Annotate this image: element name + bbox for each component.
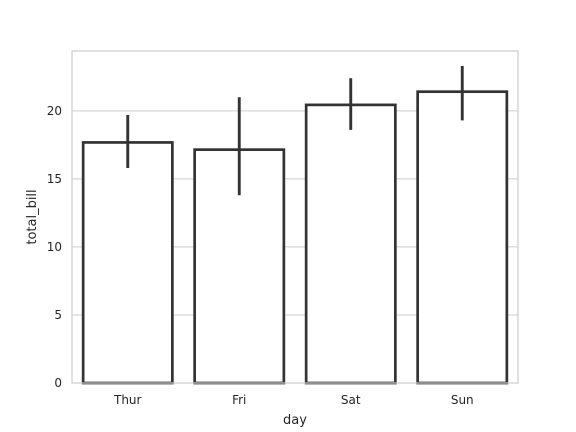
y-tick-15: 15 [47,172,62,186]
y-tick-10: 10 [47,240,62,254]
x-tick-fri: Fri [232,393,246,407]
bar-thur [81,141,174,385]
x-axis-label: day [283,413,307,428]
x-tick-sat: Sat [341,393,361,407]
y-tick-0: 0 [54,376,62,390]
y-axis-label: total_bill [25,189,40,244]
error-bars [126,65,464,196]
y-tick-5: 5 [54,308,62,322]
bar-sun [416,90,509,385]
x-tick-thur: Thur [113,393,142,407]
bar-sat [304,103,397,385]
x-tick-labels: Thur Fri Sat Sun [113,393,474,407]
y-tick-labels: 0 5 10 15 20 [47,104,62,390]
x-tick-sun: Sun [451,393,474,407]
plot-frame [71,50,519,384]
y-tick-20: 20 [47,104,62,118]
